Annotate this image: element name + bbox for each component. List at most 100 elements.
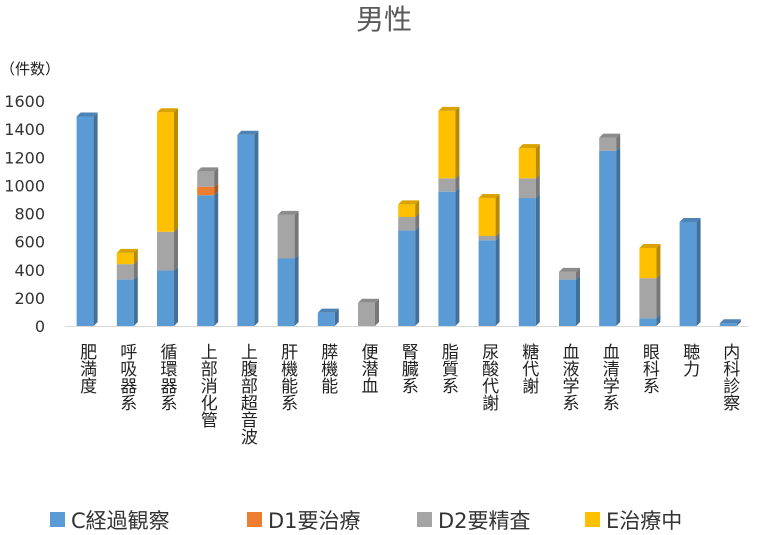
bar-top bbox=[438, 106, 460, 111]
legend-swatch bbox=[50, 512, 65, 527]
bar-top bbox=[518, 144, 540, 149]
bar-segment bbox=[719, 323, 737, 326]
bar-segment bbox=[559, 279, 576, 326]
bar-segment-side bbox=[656, 243, 661, 279]
bar-top bbox=[679, 217, 701, 222]
bar-segment-side bbox=[375, 298, 379, 326]
y-tick-label: 1400 bbox=[4, 120, 45, 139]
bar-top bbox=[559, 267, 580, 272]
legend-label: C経過観察 bbox=[71, 509, 170, 533]
bar-group bbox=[197, 167, 219, 326]
legend-label: D2要精査 bbox=[438, 509, 531, 533]
x-axis: 肥満度 呼吸器系 循環器系 上部消化管 上腹部超音波 肝機能系 膵機能 便潜血 腎臓系 脂質系 尿酸… bbox=[76, 343, 740, 445]
bar-segment bbox=[478, 198, 496, 236]
bar-top bbox=[237, 130, 259, 135]
chart-title: 男性 bbox=[356, 3, 412, 36]
bar-segment-side bbox=[495, 236, 500, 326]
bar-segment-side bbox=[495, 232, 500, 241]
bar-top bbox=[116, 248, 138, 253]
x-category-label: 呼吸器系 bbox=[116, 343, 137, 411]
bar-segment-side bbox=[535, 194, 540, 326]
bar-segment-side bbox=[736, 319, 741, 326]
bar-segment-side bbox=[294, 254, 299, 326]
bar-top bbox=[398, 200, 420, 205]
bar-group bbox=[116, 248, 138, 326]
bar-segment-side bbox=[656, 314, 661, 326]
bar-segment bbox=[639, 278, 657, 319]
bar-segment bbox=[197, 195, 215, 326]
bar-segment bbox=[116, 252, 134, 265]
bar-group bbox=[639, 243, 661, 326]
x-category-label: 便潜血 bbox=[358, 343, 379, 394]
bar-segment-side bbox=[294, 210, 299, 259]
x-category-label: 脂質系 bbox=[438, 343, 459, 394]
y-tick-label: 400 bbox=[14, 261, 45, 280]
legend: C経過観察 D1要治療 D2要精査 E治療中 bbox=[50, 509, 682, 533]
bar-top bbox=[358, 298, 379, 303]
bar-top bbox=[478, 194, 500, 199]
bar-segment-side bbox=[93, 112, 98, 326]
legend-swatch bbox=[417, 512, 432, 527]
bar-group bbox=[398, 200, 420, 326]
bar-group bbox=[478, 194, 500, 326]
bar-segment-side bbox=[576, 267, 580, 280]
x-category-label: 糖代謝 bbox=[518, 343, 539, 394]
bar-segment bbox=[398, 204, 416, 218]
bar-segment-side bbox=[455, 106, 460, 179]
bar-segment-side bbox=[616, 133, 621, 151]
bar-segment-side bbox=[133, 260, 138, 280]
x-category-label: 肥満度 bbox=[76, 343, 97, 394]
legend-label: D1要治療 bbox=[268, 509, 361, 533]
x-category-label: 尿酸代謝 bbox=[478, 343, 499, 411]
legend-item: D2要精査 bbox=[417, 509, 531, 533]
bar-group bbox=[317, 308, 339, 326]
x-category-label: 聴力 bbox=[679, 343, 700, 377]
bar-segment bbox=[358, 302, 375, 326]
bar-segment-side bbox=[455, 174, 460, 192]
bar-segment bbox=[157, 270, 174, 326]
bar-segment bbox=[639, 318, 657, 326]
y-tick-label: 800 bbox=[14, 205, 45, 224]
y-axis: 0 200 400 600 800 1000 1200 1400 1600 bbox=[4, 92, 749, 336]
x-category-label: 血清学系 bbox=[599, 343, 620, 411]
bar-group bbox=[559, 267, 580, 326]
x-category-label: 眼科系 bbox=[639, 343, 660, 394]
bar-segment-side bbox=[214, 167, 219, 187]
bar-segment-side bbox=[415, 213, 420, 231]
bar-group bbox=[719, 319, 741, 326]
bar-top bbox=[639, 243, 661, 248]
bar-segment bbox=[197, 171, 215, 187]
x-category-label: 上腹部超音波 bbox=[237, 343, 258, 445]
bar-segment bbox=[438, 191, 456, 326]
bar-top bbox=[76, 112, 98, 117]
bar-segment-side bbox=[214, 191, 219, 326]
y-axis-unit-label: （件数） bbox=[0, 60, 60, 78]
bar-group bbox=[518, 144, 540, 326]
x-category-label: 血液学系 bbox=[559, 343, 580, 411]
bar-segment bbox=[398, 217, 416, 231]
bar-segment bbox=[116, 264, 134, 280]
bar-top bbox=[157, 108, 178, 113]
bar-segment bbox=[518, 178, 536, 199]
x-category-label: 肝機能系 bbox=[277, 343, 298, 411]
bar-segment bbox=[116, 279, 134, 326]
x-category-label: 内科診察 bbox=[719, 343, 740, 411]
bar-segment-side bbox=[616, 146, 621, 326]
bar-segment bbox=[478, 240, 496, 326]
bar-segment bbox=[599, 150, 617, 326]
bar-group bbox=[237, 130, 259, 326]
bar-segment-side bbox=[495, 194, 500, 236]
legend-item: D1要治療 bbox=[247, 509, 361, 533]
x-category-label: 循環器系 bbox=[157, 343, 178, 411]
bar-segment bbox=[398, 230, 416, 326]
y-tick-label: 0 bbox=[35, 317, 45, 336]
legend-swatch bbox=[247, 512, 262, 527]
bar-segment-side bbox=[174, 108, 178, 232]
bar-group bbox=[679, 217, 701, 326]
bar-segment-side bbox=[174, 227, 178, 271]
x-category-label: 腎臓系 bbox=[398, 343, 419, 394]
bar-group bbox=[438, 106, 460, 326]
bar-segment-side bbox=[133, 275, 138, 326]
plot-area bbox=[76, 106, 741, 326]
bar-segment bbox=[679, 221, 697, 326]
